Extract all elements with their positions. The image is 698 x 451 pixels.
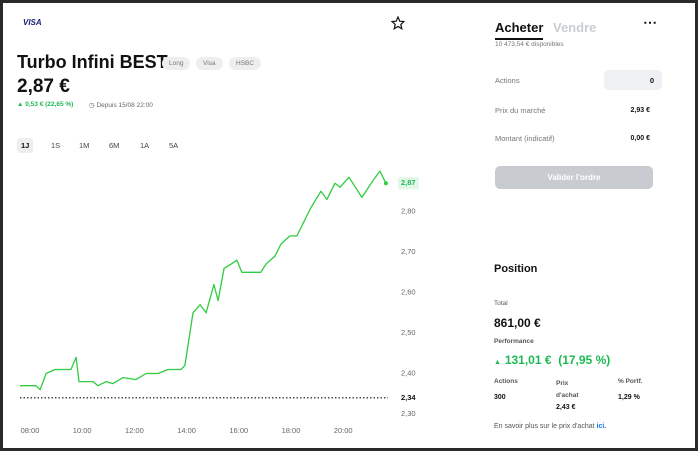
tag: Long: [162, 57, 191, 70]
since: ◷ Depuis 15/08 22:00: [89, 101, 153, 109]
column-value: 2,43 €: [556, 404, 576, 411]
available-cash: 10 473,54 € disponibles: [495, 41, 564, 48]
favorite-star[interactable]: [391, 16, 405, 30]
price-line: [20, 170, 387, 391]
clock-icon: ◷: [89, 102, 97, 109]
field-value: 0: [649, 76, 654, 85]
column-label: Prix d'achat: [556, 380, 579, 399]
reference-label: 2,34: [401, 393, 416, 402]
period-button[interactable]: 1S: [51, 141, 61, 150]
position-title: Position: [494, 263, 538, 275]
submit-order[interactable]: Valider l'ordre: [495, 166, 653, 189]
tag: Visa: [196, 57, 223, 70]
x-tick-label: 16:00: [229, 426, 248, 435]
field-label: Actions: [495, 76, 520, 85]
last-point: [383, 181, 388, 186]
field-value: 0,00 €: [630, 135, 650, 142]
period-button[interactable]: 1M: [79, 141, 90, 150]
product-title: Turbo Infini BEST: [17, 52, 168, 72]
field-label: Prix du marché: [495, 106, 546, 115]
y-tick-label: 2,80: [401, 207, 416, 216]
field-value: 2,93 €: [630, 107, 650, 114]
tab-buy[interactable]: Acheter: [495, 20, 544, 40]
performance-label: Performance: [494, 338, 534, 345]
note: En savoir plus sur le prix d'achat ici.: [494, 423, 606, 430]
x-tick-label: 12:00: [125, 426, 144, 435]
x-tick-label: 10:00: [73, 426, 92, 435]
last-label-bg: [398, 177, 419, 190]
y-tick-label: 2,30: [401, 409, 416, 418]
tab-sell[interactable]: Vendre: [553, 20, 597, 35]
note-link[interactable]: ici.: [596, 423, 607, 430]
field-label: Montant (indicatif): [495, 134, 555, 143]
total-value: 861,00 €: [494, 316, 541, 330]
y-tick-label: 2,60: [401, 288, 416, 297]
period-button[interactable]: 6M: [109, 141, 120, 150]
performance-value: 131,01 € (17,95 %): [504, 353, 611, 367]
y-tick-label: 2,70: [401, 247, 416, 256]
column-value: 300: [494, 394, 506, 401]
up-arrow: ▲: [494, 359, 505, 366]
price: 2,87 €: [17, 76, 70, 97]
brand-logo: VISA: [23, 18, 42, 27]
since-text: Depuis 15/08 22:00: [96, 102, 153, 109]
period-button[interactable]: 5A: [169, 141, 179, 150]
x-tick-label: 20:00: [334, 426, 353, 435]
note-text: En savoir plus sur le prix d'achat: [494, 423, 595, 430]
price-chart: 2,30 2,40 2,50 2,60 2,70 2,80 08:00 10:00 12:00 1…: [20, 170, 419, 435]
column-label: % Portf.: [618, 378, 643, 385]
performance: ▲ 131,01 € (17,95 %): [494, 353, 610, 367]
period-button[interactable]: 1A: [140, 141, 150, 150]
x-tick-label: 18:00: [282, 426, 301, 435]
change-value: 0,53 € (22,65 %): [25, 101, 74, 108]
total-label: Total: [494, 300, 508, 307]
tag: HSBC: [229, 57, 262, 70]
quantity-input[interactable]: [604, 70, 662, 90]
up-arrow: ▲: [17, 101, 26, 108]
y-tick-label: 2,40: [401, 369, 416, 378]
x-tick-label: 14:00: [177, 426, 196, 435]
x-tick-label: 08:00: [21, 426, 40, 435]
period-button[interactable]: 1J: [17, 138, 34, 153]
column-label: Actions: [494, 378, 518, 385]
last-label: 2,87: [401, 178, 416, 187]
menu-button[interactable]: ⋯: [643, 14, 657, 30]
column-value: 1,29 %: [618, 394, 640, 401]
change: ▲ 0,53 € (22,65 %): [17, 101, 73, 108]
y-tick-label: 2,50: [401, 328, 416, 337]
